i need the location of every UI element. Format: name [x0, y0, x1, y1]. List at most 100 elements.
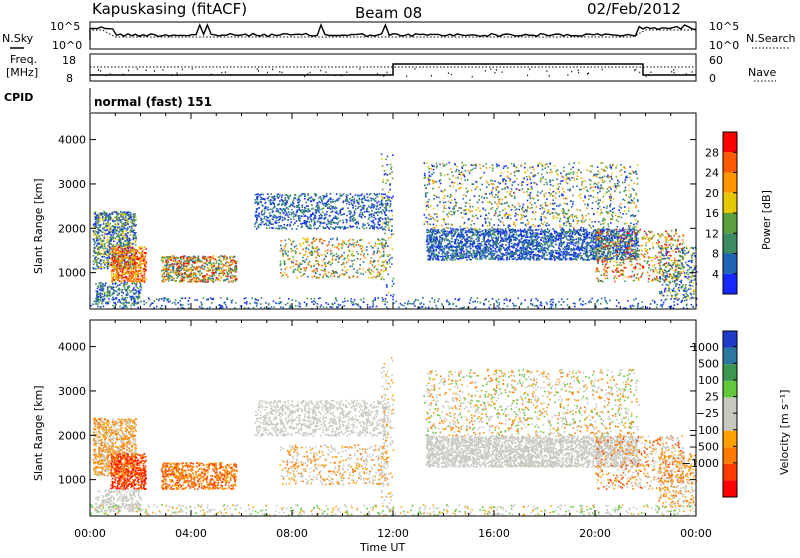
- scatter-point: [172, 258, 174, 260]
- scatter-point: [385, 229, 387, 231]
- scatter-point: [297, 264, 299, 266]
- scatter-point: [270, 202, 272, 204]
- scatter-point: [125, 297, 127, 299]
- scatter-point: [129, 226, 131, 228]
- scatter-point: [387, 301, 389, 303]
- scatter-point: [125, 289, 127, 291]
- scatter-point: [343, 193, 345, 195]
- scatter-point: [308, 244, 310, 246]
- scatter-point: [304, 195, 306, 197]
- nave-outlier: [307, 73, 308, 75]
- scatter-point: [361, 251, 363, 253]
- scatter-point: [305, 207, 307, 209]
- scatter-point: [346, 196, 348, 198]
- scatter-point: [96, 295, 98, 297]
- scatter-point: [109, 290, 111, 292]
- scatter-point: [356, 222, 358, 224]
- scatter-point: [213, 262, 215, 264]
- scatter-point: [124, 241, 126, 243]
- scatter-point: [133, 234, 135, 236]
- scatter-point: [386, 261, 388, 263]
- scatter-point: [363, 261, 365, 263]
- scatter-point: [385, 205, 387, 207]
- scatter-point: [127, 247, 129, 249]
- scatter-point: [264, 224, 266, 226]
- scatter-point: [315, 209, 317, 211]
- scatter-point: [119, 241, 121, 243]
- scatter-point: [572, 232, 574, 234]
- scatter-point: [132, 303, 134, 305]
- scatter-point: [308, 211, 310, 213]
- scatter-point: [103, 227, 105, 229]
- scatter-point: [287, 215, 289, 217]
- scatter-point: [350, 193, 352, 195]
- scatter-point: [373, 222, 375, 224]
- scatter-point: [307, 193, 309, 195]
- scatter-point: [121, 216, 123, 218]
- scatter-point: [192, 266, 194, 268]
- scatter-point: [508, 244, 510, 246]
- scatter-point: [116, 230, 118, 232]
- scatter-point: [232, 263, 234, 265]
- scatter-point: [310, 265, 312, 267]
- scatter-point: [202, 268, 204, 270]
- scatter-point: [210, 280, 212, 282]
- scatter-point: [202, 265, 204, 267]
- scatter-point: [97, 288, 99, 290]
- nave-outlier: [529, 69, 530, 71]
- scatter-point: [387, 174, 389, 176]
- scatter-point: [328, 227, 330, 229]
- scatter-point: [374, 245, 376, 247]
- scatter-point: [204, 281, 206, 283]
- scatter-point: [100, 243, 102, 245]
- scatter-point: [363, 273, 365, 275]
- beam-title: Beam 08: [355, 4, 422, 22]
- scatter-point: [383, 194, 385, 196]
- scatter-point: [340, 211, 342, 213]
- scatter-point: [381, 153, 383, 155]
- scatter-point: [289, 225, 291, 227]
- scatter-point: [258, 224, 260, 226]
- scatter-point: [119, 277, 121, 279]
- scatter-point: [114, 290, 116, 292]
- scatter-point: [184, 265, 186, 267]
- scatter-point: [115, 229, 117, 231]
- scatter-point: [632, 231, 634, 233]
- nave-outlier: [634, 70, 635, 72]
- scatter-point: [286, 274, 288, 276]
- scatter-point: [284, 197, 286, 199]
- scatter-point: [391, 230, 393, 232]
- scatter-point: [126, 242, 128, 244]
- scatter-point: [271, 203, 273, 205]
- scatter-point: [221, 268, 223, 270]
- scatter-point: [267, 209, 269, 211]
- scatter-point: [127, 236, 129, 238]
- scatter-point: [113, 234, 115, 236]
- scatter-point: [117, 252, 119, 254]
- scatter-point: [354, 219, 356, 221]
- scatter-point: [142, 246, 144, 248]
- scatter-point: [115, 252, 117, 254]
- scatter-point: [348, 255, 350, 257]
- scatter-point: [218, 256, 220, 258]
- scatter-point: [299, 220, 301, 222]
- scatter-point: [163, 256, 165, 258]
- scatter-point: [295, 194, 297, 196]
- scatter-point: [180, 261, 182, 263]
- scatter-point: [287, 197, 289, 199]
- scatter-point: [360, 195, 362, 197]
- scatter-point: [378, 208, 380, 210]
- scatter-point: [217, 267, 219, 269]
- scatter-point: [213, 255, 215, 257]
- scatter-point: [317, 221, 319, 223]
- scatter-point: [319, 221, 321, 223]
- scatter-point: [108, 219, 110, 221]
- scatter-point: [367, 197, 369, 199]
- scatter-point: [307, 237, 309, 239]
- scatter-point: [325, 251, 327, 253]
- scatter-point: [308, 208, 310, 210]
- scatter-point: [391, 257, 393, 259]
- scatter-point: [498, 255, 500, 257]
- scatter-point: [129, 272, 131, 274]
- scatter-point: [99, 262, 101, 264]
